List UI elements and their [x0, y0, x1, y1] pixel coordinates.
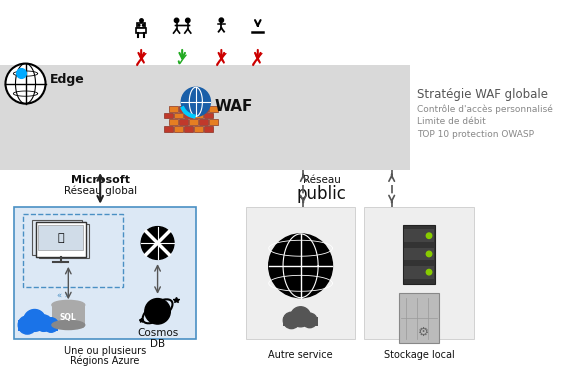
Text: ⚙: ⚙ [418, 326, 429, 339]
Bar [199, 119, 208, 125]
Bar [204, 126, 213, 131]
Text: Une ou plusieurs: Une ou plusieurs [64, 346, 146, 356]
Text: Stratégie WAF globale: Stratégie WAF globale [417, 88, 548, 101]
Text: Stockage local: Stockage local [384, 350, 454, 360]
Circle shape [175, 18, 179, 23]
Text: ✓: ✓ [175, 52, 190, 70]
Circle shape [18, 316, 36, 334]
Bar [404, 229, 434, 242]
Bar [38, 225, 83, 250]
Bar [39, 224, 89, 259]
Bar [199, 106, 208, 112]
Text: « »: « » [57, 291, 70, 300]
Bar [174, 113, 183, 118]
Circle shape [145, 299, 170, 324]
Text: Réseau: Réseau [303, 175, 340, 185]
Bar [36, 222, 86, 257]
Bar [0, 65, 410, 170]
Ellipse shape [52, 300, 84, 309]
Bar [137, 23, 145, 28]
Bar [184, 113, 193, 118]
Bar [163, 126, 172, 131]
Bar [179, 106, 188, 112]
Bar [179, 119, 188, 125]
Bar [209, 119, 218, 125]
Text: Edge: Edge [50, 72, 85, 85]
Ellipse shape [52, 321, 84, 329]
Text: ~: ~ [74, 321, 85, 335]
Circle shape [269, 234, 332, 298]
Circle shape [181, 87, 210, 116]
Circle shape [44, 318, 58, 332]
Circle shape [24, 309, 45, 331]
Bar [365, 206, 473, 339]
Bar [18, 321, 58, 331]
Bar [184, 126, 193, 131]
Circle shape [141, 227, 174, 259]
Text: Autre service: Autre service [268, 350, 333, 360]
Bar [403, 225, 435, 284]
Bar [194, 126, 203, 131]
Bar [136, 28, 146, 33]
Text: Cosmos
DB: Cosmos DB [137, 328, 178, 349]
Bar [246, 206, 356, 339]
Circle shape [219, 18, 223, 22]
Circle shape [426, 233, 431, 239]
Circle shape [142, 25, 144, 26]
Text: ✗: ✗ [134, 52, 149, 70]
Circle shape [138, 25, 140, 26]
Text: Réseau global: Réseau global [64, 186, 137, 196]
Circle shape [426, 251, 431, 257]
Circle shape [6, 64, 45, 104]
Text: ✗: ✗ [250, 52, 265, 70]
Text: Limite de débit: Limite de débit [417, 117, 486, 126]
Text: SQL: SQL [60, 313, 77, 322]
Bar [404, 266, 434, 278]
Bar [168, 106, 177, 112]
Circle shape [185, 18, 190, 23]
Text: public: public [297, 185, 346, 203]
Bar [36, 222, 86, 257]
Circle shape [290, 307, 311, 327]
Circle shape [284, 312, 300, 329]
Bar [399, 293, 439, 343]
Bar [284, 317, 318, 326]
Text: Régions Azure: Régions Azure [70, 356, 139, 367]
Text: Contrôle d'accès personnalisé: Contrôle d'accès personnalisé [417, 105, 553, 114]
Bar [32, 220, 82, 255]
Bar [404, 247, 434, 260]
Bar [189, 106, 198, 112]
Bar [194, 113, 203, 118]
Bar [163, 113, 172, 118]
Text: WAF: WAF [215, 99, 253, 114]
Bar [14, 206, 196, 339]
Bar [52, 305, 84, 325]
Bar [204, 113, 213, 118]
Circle shape [426, 269, 431, 275]
Bar [189, 119, 198, 125]
Text: 🔒: 🔒 [57, 232, 64, 242]
Text: Microsoft: Microsoft [71, 175, 130, 185]
Circle shape [302, 313, 317, 328]
Bar [168, 119, 177, 125]
Bar [209, 106, 218, 112]
Bar [174, 126, 183, 131]
Text: ✗: ✗ [214, 52, 229, 70]
Circle shape [36, 315, 52, 331]
Text: TOP 10 protection OWASP: TOP 10 protection OWASP [417, 130, 534, 139]
